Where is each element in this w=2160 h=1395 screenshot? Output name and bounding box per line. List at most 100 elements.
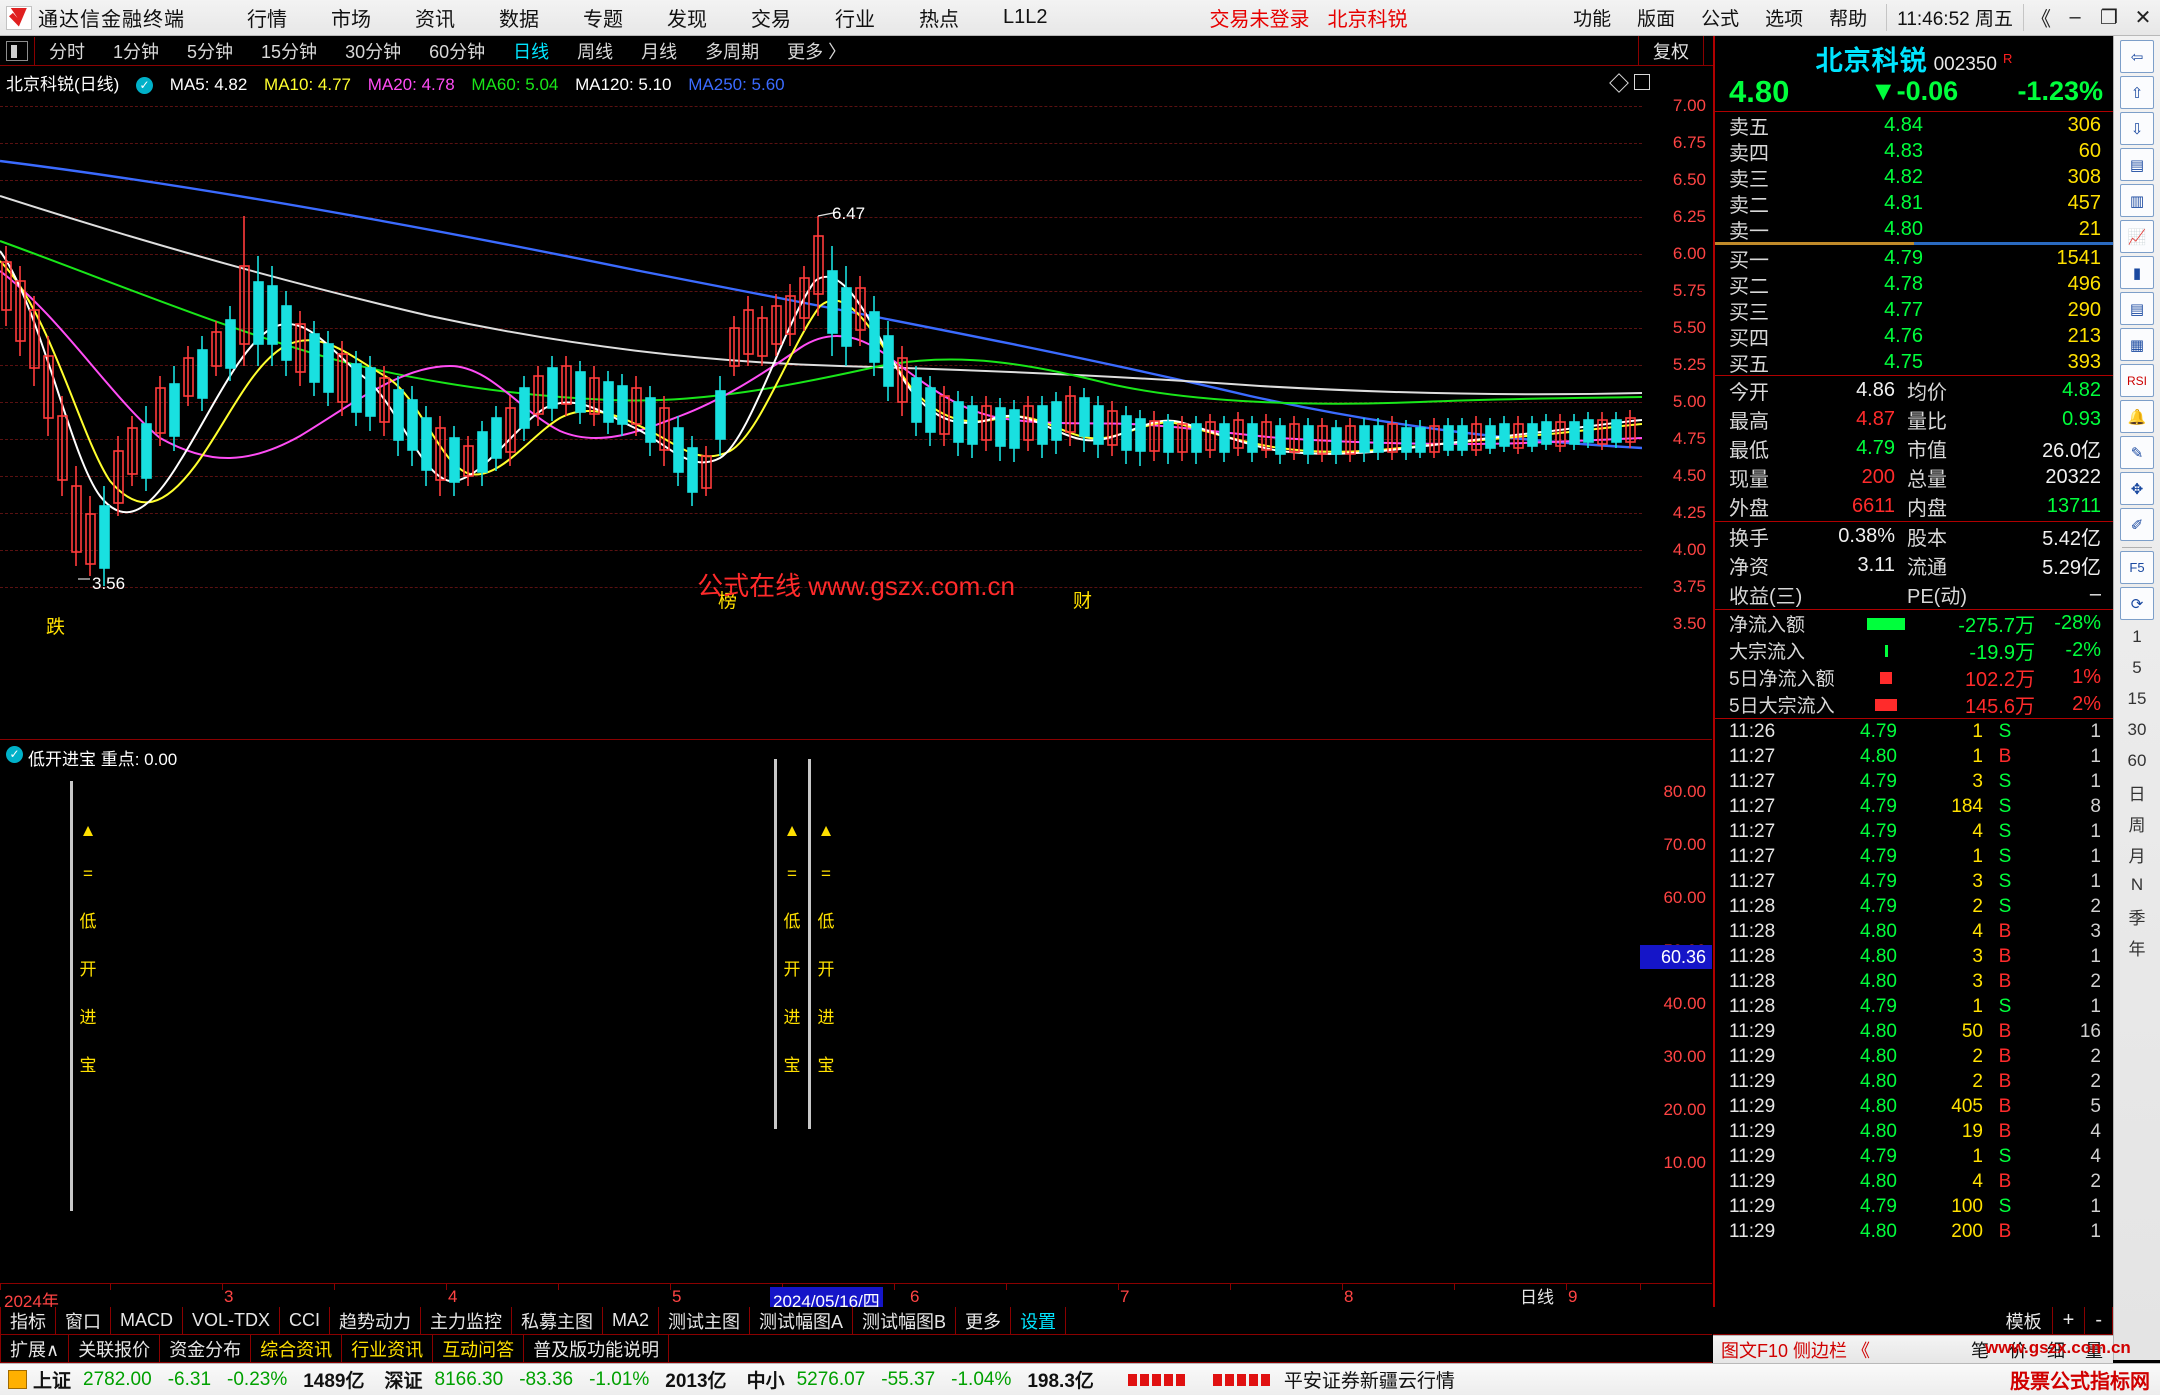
tab-ma2[interactable]: MA2 — [603, 1307, 660, 1335]
report-icon[interactable]: ▤ — [2120, 292, 2154, 325]
rail-label-1[interactable]: 1 — [2132, 627, 2142, 646]
period-multi[interactable]: 多周期 — [705, 41, 760, 62]
period-monthly[interactable]: 月线 — [641, 41, 678, 62]
site-url: www.gszx.com.cn — [1985, 1338, 2131, 1357]
tab-chuangkou[interactable]: 窗口 — [56, 1307, 111, 1335]
rail-label-year[interactable]: 年 — [2128, 939, 2146, 959]
tab-hangyezixun[interactable]: 行业资讯 — [342, 1335, 434, 1363]
tab-zijinfenbu[interactable]: 资金分布 — [160, 1335, 252, 1363]
zoom-in-button[interactable]: + — [2053, 1306, 2086, 1335]
menu-item-gongneng[interactable]: 功能 — [1573, 9, 1612, 30]
data-grid-icon[interactable]: ▦ — [2120, 328, 2154, 361]
zoom-out-button[interactable]: - — [2085, 1306, 2113, 1335]
tab-zonghezixun[interactable]: 综合资讯 — [251, 1335, 343, 1363]
menu-item-zixun[interactable]: 资讯 — [415, 9, 455, 31]
close-icon[interactable]: ✕ — [2134, 7, 2152, 29]
tab-zhulijiankong[interactable]: 主力监控 — [421, 1307, 513, 1335]
tab-pujiban[interactable]: 普及版功能说明 — [524, 1335, 670, 1363]
multi-column-icon[interactable]: ▥ — [2120, 184, 2154, 217]
tab-hudongwenda[interactable]: 互动问答 — [433, 1335, 525, 1363]
move-icon[interactable]: ✥ — [2120, 472, 2154, 505]
tab-guanlianbaojia[interactable]: 关联报价 — [69, 1335, 161, 1363]
main-kline-chart[interactable]: 北京科锐(日线) ✓ MA5: 4.82 MA10: 4.77 MA20: 4.… — [0, 66, 1712, 740]
rail-label-week[interactable]: 周 — [2128, 815, 2146, 835]
rsi-icon[interactable]: RSI — [2120, 364, 2154, 397]
tab-ceshifutu-a[interactable]: 测试幅图A — [750, 1307, 854, 1335]
menu-item-hangqing[interactable]: 行情 — [247, 9, 287, 31]
rail-label-month[interactable]: 月 — [2128, 846, 2146, 866]
refresh-icon[interactable]: ⟳ — [2120, 587, 2154, 620]
menu-item-bangzhu[interactable]: 帮助 — [1829, 9, 1868, 30]
button-liang[interactable]: 量 — [2085, 1340, 2103, 1361]
pen-icon[interactable]: ✐ — [2120, 508, 2154, 541]
button-bi[interactable]: 笔 — [1971, 1340, 1989, 1361]
last-price: 4.80 — [1729, 73, 1790, 109]
sub-indicator-chart[interactable]: ✓ 低开进宝 重点: 0.00 ▲ = 低 开 进 宝 ▲ = 低 开 进 宝 … — [0, 741, 1712, 1281]
period-15min[interactable]: 15分钟 — [261, 41, 318, 62]
menu-item-xuanxiang[interactable]: 选项 — [1765, 9, 1804, 30]
tick-list[interactable]: 11:26 4.79 1 S 1 11:27 4.80 1 B 1 11:27 4.79 3 S 1 1… — [1715, 718, 2113, 1244]
button-xi[interactable]: 细 — [2047, 1340, 2065, 1361]
pencil-icon[interactable]: ✎ — [2120, 436, 2154, 469]
period-weekly[interactable]: 周线 — [577, 41, 614, 62]
bid-book: 买一 4.79 1541 买二 4.78 496 买三 4.77 290 买四 4.76 213… — [1715, 245, 2113, 376]
period-more[interactable]: 更多 〉 — [787, 41, 847, 62]
menu-item-shuju[interactable]: 数据 — [499, 9, 539, 31]
tab-ceshizhutu[interactable]: 测试主图 — [659, 1307, 751, 1335]
period-60min[interactable]: 60分钟 — [429, 41, 486, 62]
price-tick: 4.00 — [1672, 540, 1706, 559]
date-label: 5 — [672, 1287, 682, 1306]
tab-simuzhutu[interactable]: 私募主图 — [512, 1307, 604, 1335]
period-daily[interactable]: 日线 — [513, 41, 550, 62]
button-jia[interactable]: 价 — [2009, 1340, 2027, 1361]
period-1min[interactable]: 1分钟 — [113, 41, 160, 62]
menu-item-gongshi[interactable]: 公式 — [1701, 9, 1740, 30]
menu-item-redian[interactable]: 热点 — [919, 9, 959, 31]
alert-icon[interactable]: 🔔 — [2120, 400, 2154, 433]
ask-row: 卖一 4.80 21 — [1729, 217, 2101, 243]
back-arrow-icon[interactable]: ⇦ — [2120, 40, 2154, 73]
list-check-icon[interactable]: ▤ — [2120, 148, 2154, 181]
menu-item-l1l2[interactable]: L1L2 — [1003, 6, 1048, 28]
menu-item-hangye[interactable]: 行业 — [835, 9, 875, 31]
up-arrow-icon[interactable]: ⇧ — [2120, 76, 2154, 109]
price-row: 4.80 ▼-0.06 -1.23% — [1715, 72, 2113, 112]
tab-ceshifutu-b[interactable]: 测试幅图B — [853, 1307, 957, 1335]
period-fenshi[interactable]: 分时 — [49, 41, 85, 62]
candlestick-icon[interactable]: ▮ — [2120, 256, 2154, 289]
tab-cci[interactable]: CCI — [280, 1307, 331, 1335]
rail-label-30[interactable]: 30 — [2127, 720, 2147, 739]
button-fuquan[interactable]: 复权 — [1637, 35, 1703, 66]
menu-item-jiaoyi[interactable]: 交易 — [751, 9, 791, 31]
layout-icon[interactable] — [6, 40, 28, 61]
down-arrow-icon[interactable]: ⇩ — [2120, 112, 2154, 145]
tab-macd[interactable]: MACD — [111, 1307, 183, 1335]
period-5min[interactable]: 5分钟 — [187, 41, 234, 62]
menu-item-banmian[interactable]: 版面 — [1637, 9, 1676, 30]
tab-zhibiao[interactable]: 指标 — [0, 1307, 56, 1335]
rail-label-quarter[interactable]: 季 — [2128, 908, 2146, 928]
line-chart-icon[interactable]: 📈 — [2120, 220, 2154, 253]
rail-label-n[interactable]: N — [2130, 875, 2144, 894]
rail-label-day[interactable]: 日 — [2128, 784, 2146, 804]
minimize-icon[interactable]: – — [2069, 6, 2081, 28]
template-button[interactable]: 模板 — [1996, 1306, 2053, 1335]
rail-label-60[interactable]: 60 — [2127, 751, 2147, 770]
tab-kuozhan[interactable]: 扩展∧ — [0, 1335, 70, 1363]
collapse-icon[interactable]: 《 — [2031, 9, 2051, 31]
tab-vol-tdx[interactable]: VOL-TDX — [183, 1307, 281, 1335]
tab-shezhi[interactable]: 设置 — [1011, 1307, 1067, 1335]
maximize-icon[interactable]: ❐ — [2100, 7, 2118, 29]
menu-item-faxian[interactable]: 发现 — [667, 9, 707, 31]
tab-gengduo[interactable]: 更多 — [956, 1307, 1012, 1335]
rail-label-5[interactable]: 5 — [2132, 658, 2142, 677]
tab-qushidongli[interactable]: 趋势动力 — [330, 1307, 422, 1335]
f10-sidebar-label[interactable]: 图文F10 侧边栏 《 — [1721, 1340, 1871, 1361]
menu-item-shichang[interactable]: 市场 — [331, 9, 371, 31]
square-icon[interactable] — [1634, 74, 1650, 90]
quote-fundamentals: 换手 0.38% 股本 5.42亿 净资 3.11 流通 5.29亿 收益(三) -0.020… — [1715, 521, 2113, 609]
rail-label-15[interactable]: 15 — [2127, 689, 2147, 708]
menu-item-zhuanti[interactable]: 专题 — [583, 9, 623, 31]
period-30min[interactable]: 30分钟 — [345, 41, 402, 62]
f5-icon[interactable]: F5 — [2120, 551, 2154, 584]
